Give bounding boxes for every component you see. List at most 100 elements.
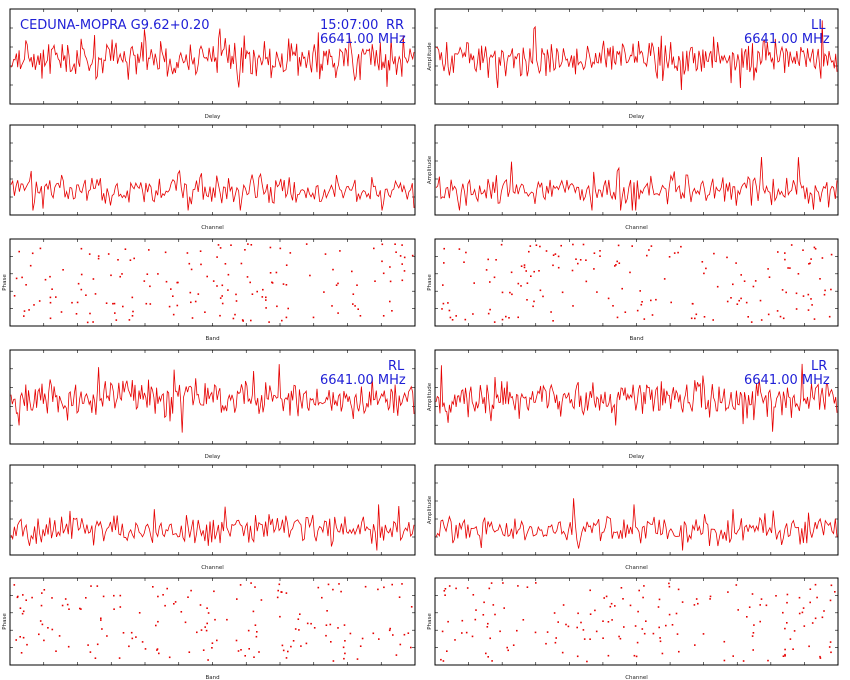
rr-phase-point xyxy=(359,315,362,317)
rl-phase-point xyxy=(96,585,99,587)
rl-phase-point xyxy=(285,592,288,594)
rl-phase-point xyxy=(118,657,121,659)
lr-phase-point xyxy=(494,613,496,616)
lr-phase-point xyxy=(661,652,664,655)
lr-phase-point xyxy=(652,632,655,635)
ll-phase-point xyxy=(572,305,574,307)
rr-phase-point xyxy=(176,304,179,307)
lr-phase-point xyxy=(723,659,726,662)
lr-phase-point xyxy=(659,637,661,639)
lr-phase-point xyxy=(643,632,646,635)
rl-phase-point xyxy=(340,590,342,593)
ll-phase-point xyxy=(752,285,755,288)
rl-phase-point xyxy=(79,607,81,610)
lr-phase-point xyxy=(546,631,549,633)
rr-phase-point xyxy=(176,281,178,284)
rr-phase-xlabel: Band xyxy=(205,336,219,342)
ll-phase-point xyxy=(813,246,816,249)
lr-phase-point xyxy=(635,655,638,658)
rr-phase-point xyxy=(244,249,246,251)
rl-phase-point xyxy=(313,627,316,629)
lr-phase-point xyxy=(793,630,796,632)
lr-phase-point xyxy=(602,620,604,622)
rl-phase-point xyxy=(187,596,189,598)
rl-phase-point xyxy=(378,638,380,640)
ll-phase-point xyxy=(703,272,705,275)
lr-phase-point xyxy=(594,609,596,612)
lr-phase-point xyxy=(488,587,491,590)
rl-phase-point xyxy=(211,647,213,649)
lr-phase-point xyxy=(466,587,469,589)
rl-phase-point xyxy=(364,585,367,588)
rl-phase-point xyxy=(410,606,413,608)
ll-phase-point xyxy=(643,318,646,320)
lr-phase-point xyxy=(607,654,610,657)
lr-phase-point xyxy=(645,620,647,622)
ll-phase-point xyxy=(712,319,714,321)
ll-phase-point xyxy=(487,258,489,261)
ll-phase-point xyxy=(785,291,787,294)
lr-phase-frame xyxy=(434,577,839,666)
ll-phase-point xyxy=(797,273,800,275)
rr-phase-point xyxy=(149,303,152,305)
ll-phase-point xyxy=(455,315,457,317)
rr-phase-point xyxy=(88,253,91,255)
rr-phase-frame xyxy=(9,238,416,327)
rl-phase-point xyxy=(22,636,25,639)
lr-phase-point xyxy=(576,626,578,629)
rl-phase-point xyxy=(200,629,203,631)
ll-phase-point xyxy=(487,312,490,315)
rl-phase-point xyxy=(338,583,340,585)
lr-phase-point xyxy=(448,585,451,587)
rl-phase-point xyxy=(344,652,346,655)
ll-phase-point xyxy=(617,244,620,247)
rl-phase-point xyxy=(325,634,327,637)
ll-delay-trace xyxy=(435,20,838,91)
lr-phase-point xyxy=(465,631,468,634)
rr-phase-point xyxy=(190,268,193,271)
rr-phase-point xyxy=(38,300,41,302)
lr-phase-point xyxy=(444,588,447,590)
ll-phase-point xyxy=(743,280,746,282)
rr-phase-point xyxy=(395,251,397,253)
ll-phase-point xyxy=(552,264,554,267)
rr-phase-point xyxy=(373,247,375,250)
rr-phase-point xyxy=(71,301,73,304)
rr-phase-point xyxy=(279,247,282,250)
rr-phase-point xyxy=(351,270,353,273)
ll-phase-point xyxy=(618,262,621,264)
ll-phase-point xyxy=(795,308,798,310)
lr-phase-point xyxy=(671,624,674,626)
ll-phase-point xyxy=(810,298,812,300)
rl-phase-point xyxy=(361,637,364,640)
ll-phase-point xyxy=(465,251,467,254)
ll-phase-point xyxy=(650,245,653,247)
ll-phase-point xyxy=(814,248,817,250)
rl-phase-point xyxy=(15,639,17,641)
ll-phase-point xyxy=(807,293,810,296)
ll-phase-point xyxy=(616,316,619,319)
rl-phase-point xyxy=(101,628,103,630)
ll-phase-point xyxy=(538,270,540,272)
rl-phase-point xyxy=(113,594,115,597)
rl-phase-point xyxy=(407,632,410,634)
rr-phase-point xyxy=(75,313,78,315)
rr-phase-point xyxy=(23,310,26,312)
rr-phase-point xyxy=(122,305,124,308)
ll-phase-point xyxy=(520,265,523,267)
rl-phase-point xyxy=(174,601,177,603)
rl-phase-point xyxy=(21,612,24,615)
ll-phase-point xyxy=(593,252,596,254)
rr-phase-point xyxy=(92,321,94,323)
rl-phase-point xyxy=(254,586,256,588)
rl-phase-point xyxy=(100,619,102,621)
ll-phase-point xyxy=(730,297,732,299)
lr-phase-point xyxy=(759,604,761,606)
lr-phase-point xyxy=(675,612,678,615)
rl-phase-point xyxy=(248,648,250,650)
ll-delay-ylabel: Amplitude xyxy=(427,42,433,71)
rl-phase-point xyxy=(55,650,57,652)
ll-phase-point xyxy=(557,266,560,269)
ll-phase-point xyxy=(517,282,520,285)
rr-phase-point xyxy=(219,314,221,317)
